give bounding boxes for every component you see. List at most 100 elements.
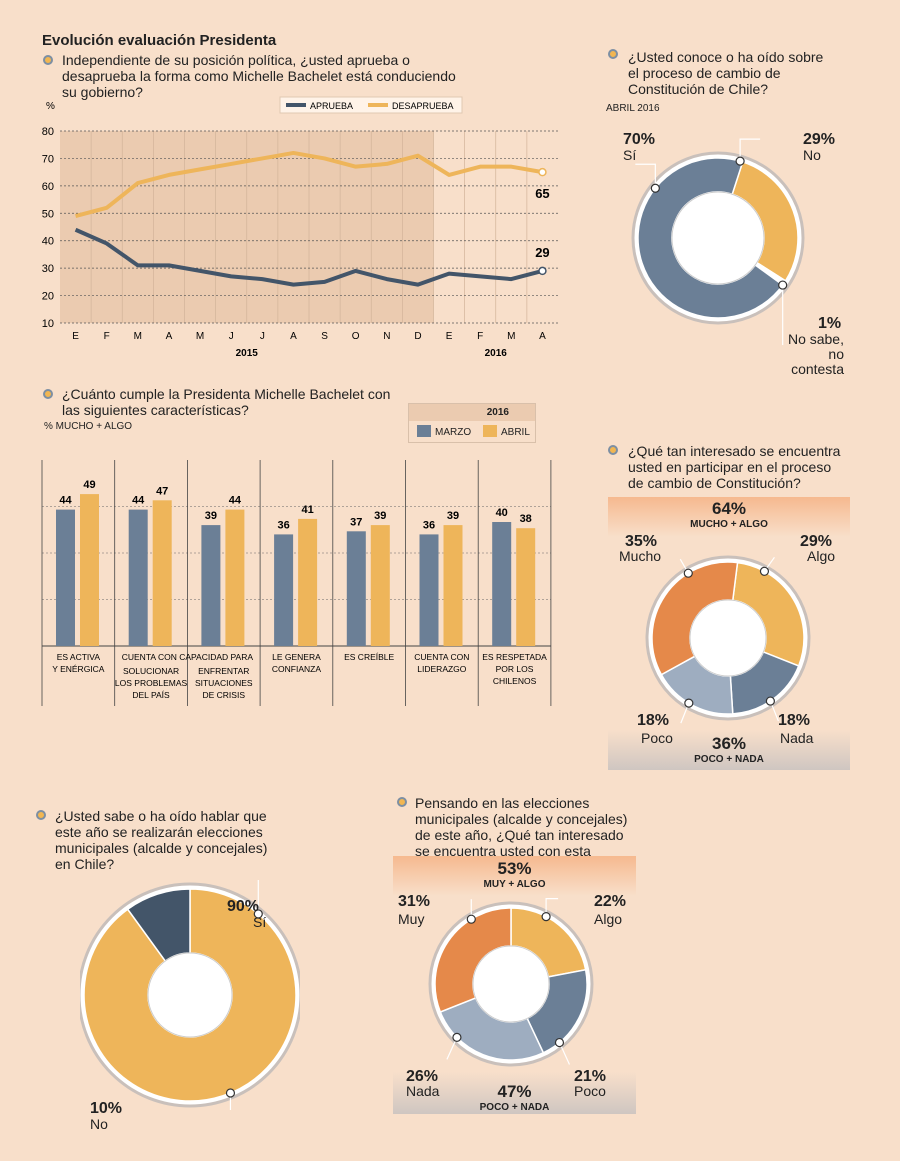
leader-dot: [778, 280, 788, 290]
y-tick-label: 80: [42, 126, 54, 138]
series-end-label: 29: [535, 245, 549, 260]
chart6-question: Pensando en las elecciones municipales (…: [415, 795, 628, 875]
leader-dot: [759, 566, 770, 576]
top-band-label: MUY + ALGO: [483, 879, 546, 890]
bar-value-label: 44: [229, 495, 242, 507]
x-tick-label: F: [477, 331, 483, 342]
top-band-pct: 64%: [711, 499, 747, 518]
series-end-point: [538, 266, 547, 276]
top-band: 53% MUY + ALGO: [393, 856, 636, 896]
bar-value-label: 44: [59, 495, 72, 507]
category-label: DEL PAÍS: [132, 690, 170, 700]
label-si-pct: 90%: [227, 898, 260, 915]
leader-dot: [650, 183, 660, 193]
x-tick-label: A: [166, 331, 173, 342]
page-title: Evolución evaluación Presidenta: [42, 32, 277, 49]
y-tick-label: 60: [42, 181, 54, 193]
label-ns-pct: 1%: [818, 315, 842, 332]
year-label: 2015: [236, 348, 259, 359]
bar-legend: 2016 MARZO ABRIL: [408, 403, 536, 443]
label-mucho: Mucho: [619, 548, 662, 564]
x-tick-label: M: [196, 331, 204, 342]
bullet-icon: [397, 797, 407, 807]
y-tick-label: 10: [42, 318, 54, 330]
label-ns: No sabe, no contesta: [787, 331, 844, 377]
chart3-subtitle: % MUCHO + ALGO: [44, 421, 133, 432]
bar-value-label: 47: [156, 485, 168, 497]
y-tick-label: 20: [42, 291, 54, 303]
y-tick-label: 30: [42, 263, 54, 275]
label-si: Sí: [623, 147, 637, 163]
bottom-band: 36% POCO + NADA: [608, 730, 850, 770]
category-label: SITUACIONES: [195, 678, 253, 688]
bar-value-label: 40: [496, 507, 508, 519]
bullet-icon: [36, 810, 46, 820]
label-nada-pct: 26%: [406, 1068, 439, 1085]
donut-hole: [689, 599, 767, 677]
category-label: Y ENÉRGICA: [52, 664, 105, 674]
leader-dot: [541, 911, 551, 922]
leader-dot: [765, 696, 775, 706]
bullet-icon: [608, 49, 618, 59]
donut-chart-constitucion: [631, 138, 805, 346]
bar-marzo: [274, 534, 294, 646]
label-muy-pct: 31%: [398, 893, 431, 910]
bar-marzo: [492, 522, 512, 646]
bar-marzo: [419, 534, 439, 646]
donut-hole: [147, 952, 233, 1038]
series-line-desaprueba: [75, 150, 543, 218]
bar-value-label: 39: [205, 510, 217, 522]
donut-chart-participar: [645, 555, 811, 724]
label-mucho-pct: 35%: [625, 533, 658, 550]
bottom-band-label: POCO + NADA: [479, 1102, 550, 1113]
bar-marzo: [128, 509, 148, 646]
x-tick-label: J: [260, 331, 265, 342]
bar-value-label: 39: [374, 510, 386, 522]
bottom-band-pct: 47%: [497, 1082, 532, 1101]
x-tick-label: O: [352, 331, 360, 342]
bar-chart: 44 49 ES ACTIVA Y ENÉRGICA 44 47 SOLUCIONAR LOS…: [41, 460, 552, 706]
leader-line: [545, 897, 559, 917]
series-end-label: 65: [535, 186, 549, 201]
x-tick-label: F: [104, 331, 110, 342]
leader-line: [635, 163, 656, 189]
label-no: No: [90, 1116, 108, 1132]
label-algo: Algo: [594, 911, 623, 927]
donut-hole: [472, 945, 550, 1023]
bar-value-label: 37: [350, 516, 362, 528]
label-no: No: [803, 147, 821, 163]
leader-line: [229, 1092, 232, 1110]
category-label: LIDERAZGO: [417, 664, 467, 674]
top-band-label: MUCHO + ALGO: [690, 519, 768, 530]
label-algo-pct: 29%: [800, 533, 833, 550]
label-poco-pct: 18%: [637, 712, 670, 729]
bar-value-label: 44: [132, 495, 145, 507]
x-tick-label: D: [414, 331, 421, 342]
label-poco: Poco: [641, 730, 673, 746]
bar-marzo: [56, 509, 75, 646]
legend-label: DESAPRUEBA: [392, 101, 454, 111]
x-tick-label: E: [72, 331, 79, 342]
label-si: Sí: [253, 914, 267, 930]
bottom-band-pct: 36%: [711, 734, 747, 753]
bar-value-label: 36: [423, 519, 435, 531]
y-axis-unit: %: [46, 101, 55, 112]
x-tick-label: A: [539, 331, 546, 342]
category-label: LOS PROBLEMAS: [115, 678, 188, 688]
category-label: ES ACTIVA: [57, 652, 101, 662]
bar-value-label: 49: [83, 479, 95, 491]
chart1-question: Independiente de su posición política, ¿…: [62, 52, 456, 100]
line-chart: 10 20 30 40 50 60 70 80% E F M A M J J A S O N D E F M A 2015 201…: [42, 96, 558, 359]
bar-value-label: 38: [520, 513, 532, 525]
leader-dot: [253, 909, 263, 919]
series-line-aprueba: [74, 227, 543, 287]
donut-chart-elecciones: [80, 880, 300, 1110]
series-end-point: [538, 167, 547, 177]
chart2-question: ¿Usted conoce o ha oído sobre el proceso…: [628, 49, 824, 97]
x-tick-label: J: [229, 331, 234, 342]
label-si-pct: 70%: [623, 131, 656, 148]
chart5-question: ¿Usted sabe o ha oído hablar que este añ…: [55, 808, 268, 872]
category-label: LE GENERA: [272, 652, 321, 662]
legend-label: APRUEBA: [310, 101, 353, 111]
category-label: CHILENOS: [493, 676, 537, 686]
